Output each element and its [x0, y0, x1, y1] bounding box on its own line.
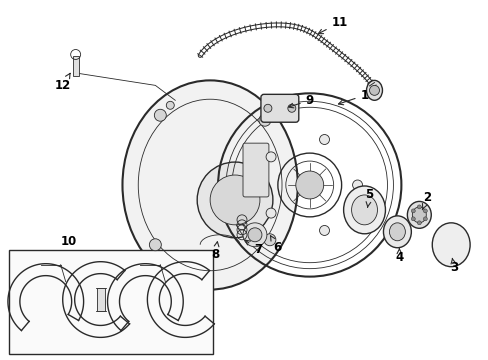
Circle shape [369, 85, 379, 95]
Ellipse shape [407, 201, 430, 228]
FancyBboxPatch shape [261, 94, 298, 122]
Ellipse shape [343, 186, 385, 234]
Ellipse shape [383, 216, 410, 248]
Ellipse shape [366, 80, 382, 100]
Text: 2: 2 [422, 192, 430, 210]
Ellipse shape [431, 223, 469, 267]
Circle shape [154, 109, 166, 121]
Circle shape [319, 135, 329, 144]
Circle shape [423, 217, 427, 221]
Circle shape [264, 104, 271, 112]
Text: 10: 10 [61, 235, 77, 248]
Text: 9: 9 [288, 94, 313, 108]
Circle shape [197, 162, 272, 238]
Circle shape [265, 152, 276, 162]
Circle shape [416, 205, 421, 209]
Text: 3: 3 [449, 258, 457, 274]
Circle shape [416, 221, 421, 225]
Text: 12: 12 [55, 73, 71, 92]
Circle shape [166, 101, 174, 109]
Bar [73, 57, 79, 76]
Ellipse shape [351, 195, 377, 225]
Text: 4: 4 [394, 248, 403, 264]
Text: 7: 7 [244, 240, 262, 256]
Circle shape [319, 225, 329, 235]
Circle shape [247, 228, 262, 242]
Bar [9, 250, 213, 354]
Circle shape [149, 239, 161, 251]
Circle shape [295, 171, 323, 199]
Circle shape [210, 175, 260, 225]
FancyBboxPatch shape [243, 143, 268, 197]
Circle shape [264, 234, 275, 246]
Circle shape [287, 104, 295, 112]
Circle shape [352, 180, 362, 190]
Text: 8: 8 [210, 242, 219, 261]
Text: 5: 5 [365, 188, 373, 207]
Circle shape [265, 208, 276, 218]
Text: 1: 1 [338, 89, 368, 105]
Ellipse shape [411, 207, 426, 223]
Circle shape [243, 223, 266, 247]
Text: 6: 6 [270, 236, 282, 254]
Ellipse shape [388, 223, 405, 241]
Circle shape [259, 114, 270, 126]
Ellipse shape [122, 80, 297, 289]
Bar [96, 288, 104, 311]
Circle shape [410, 217, 414, 221]
Text: 11: 11 [318, 16, 347, 34]
Circle shape [423, 209, 427, 213]
Circle shape [410, 209, 414, 213]
